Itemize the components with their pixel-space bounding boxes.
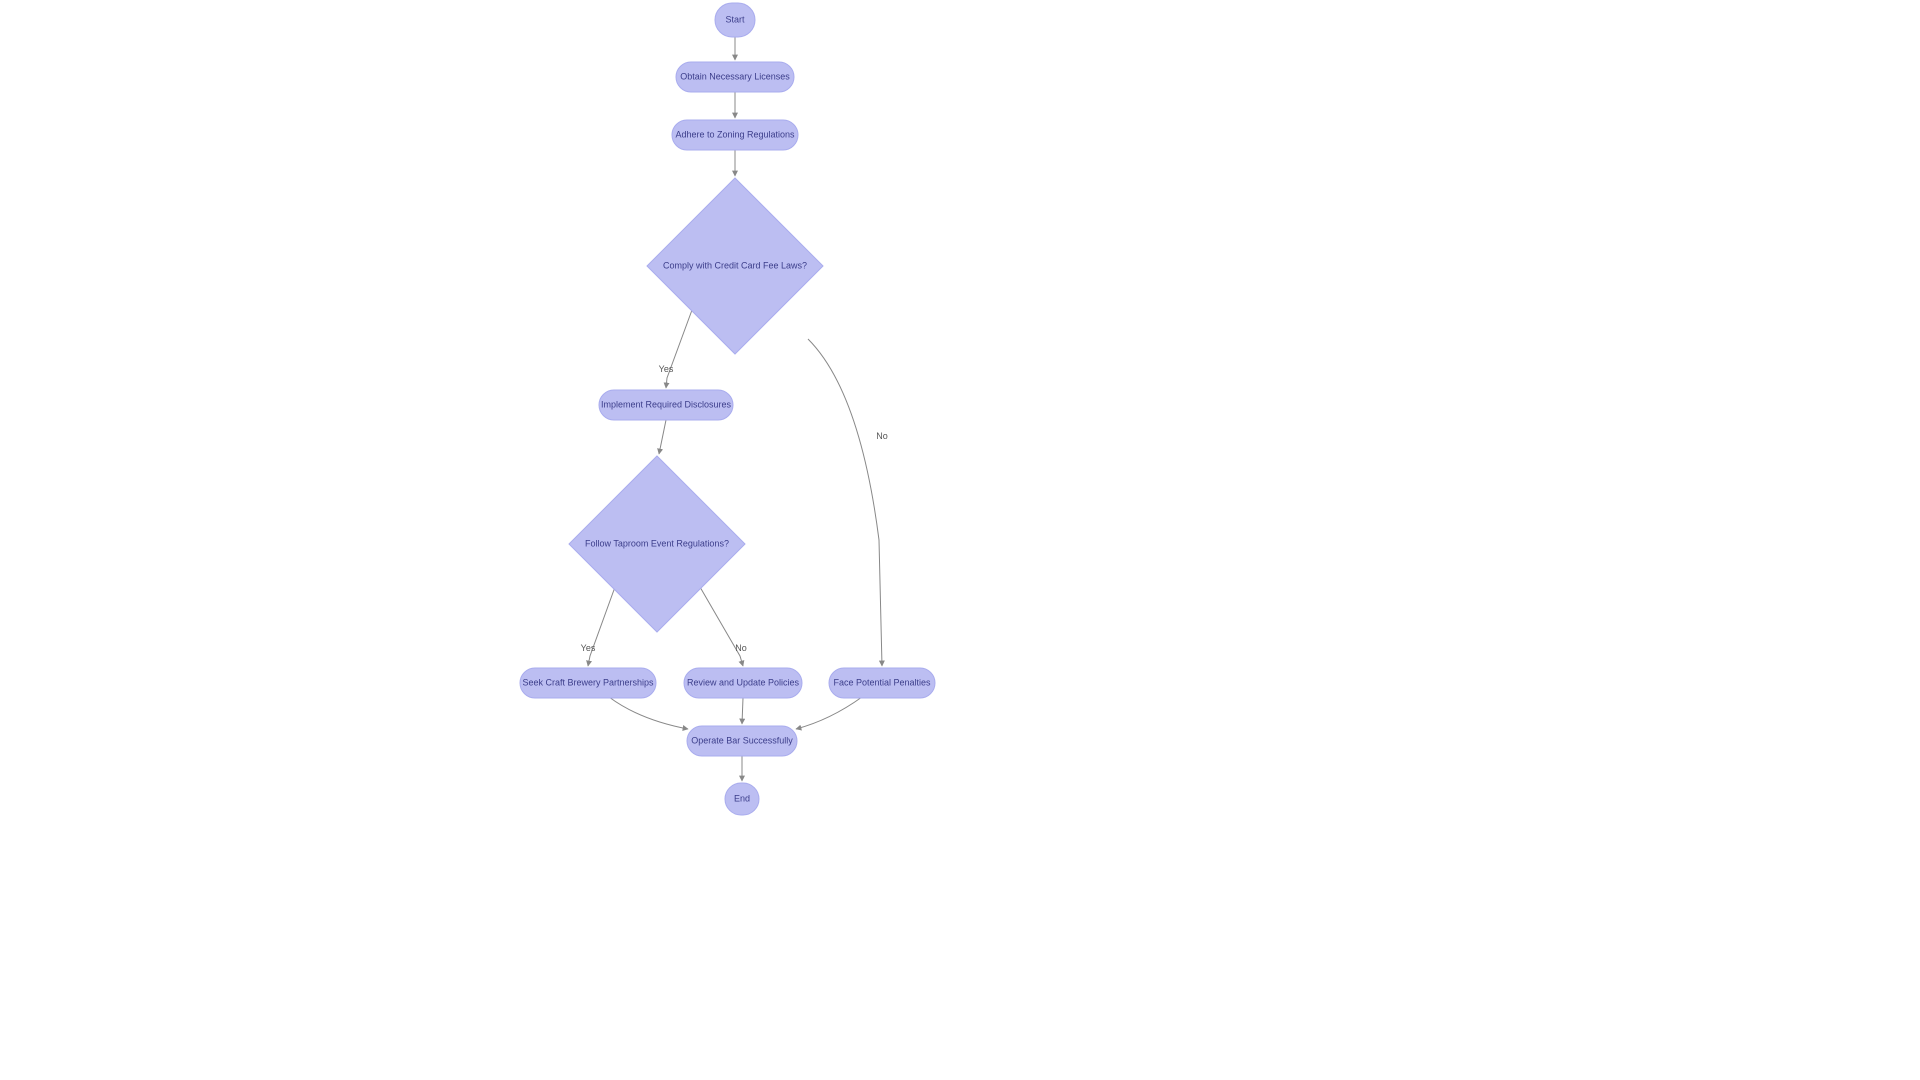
node-label-review: Review and Update Policies [687,677,800,687]
node-label-ccfee: Comply with Credit Card Fee Laws? [663,260,807,270]
node-label-operate: Operate Bar Successfully [691,735,793,745]
node-label-taproom: Follow Taproom Event Regulations? [585,538,729,548]
edge-taproom-review [700,587,743,666]
edge-taproom-partners [588,587,615,666]
edge-penalties-operate [796,697,862,729]
edge-disclose-taproom [659,420,666,454]
edge-label-taproom-partners: Yes [581,643,596,653]
node-label-partners: Seek Craft Brewery Partnerships [522,677,654,687]
edge-partners-operate [609,697,688,729]
edge-review-operate [742,698,743,724]
node-label-end: End [734,793,750,803]
nodes-group: Start Obtain Necessary Licenses Adhere to … [520,3,935,815]
edge-label-taproom-review: No [735,643,747,653]
node-label-zoning: Adhere to Zoning Regulations [675,129,795,139]
node-label-disclose: Implement Required Disclosures [601,399,732,409]
edge-ccfee-disclose [666,310,692,388]
edge-label-ccfee-disclose: Yes [659,364,674,374]
node-label-start: Start [725,14,745,24]
node-label-penalties: Face Potential Penalties [833,677,931,687]
edge-ccfee-penalties [808,339,882,666]
node-label-licenses: Obtain Necessary Licenses [680,71,790,81]
flowchart-canvas: Yes No Yes No Start Obtain Necessary License… [0,0,1920,1080]
edge-label-ccfee-penalties: No [876,431,888,441]
